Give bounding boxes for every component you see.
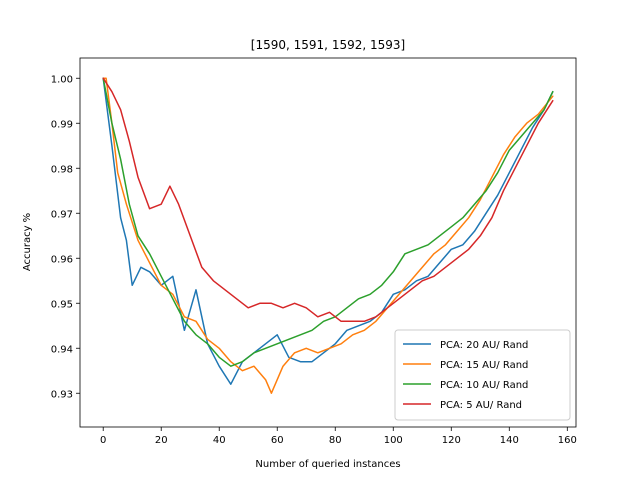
series-line-4 [102,77,554,323]
x-tick-label: 140 [500,435,519,446]
y-tick-label: 0.98 [51,164,73,175]
series-line-3 [102,77,554,367]
x-axis-label: Number of queried instances [255,459,400,470]
x-tick-label: 40 [213,435,226,446]
y-axis-ticks: 0.93 0.94 0.95 0.96 0.97 0.98 0.99 1.00 [51,74,80,400]
y-tick-label: 0.94 [51,344,73,355]
x-tick-label: 80 [329,435,342,446]
chart-title: [1590, 1591, 1592, 1593] [251,38,405,52]
x-tick-label: 0 [100,435,106,446]
x-tick-label: 60 [271,435,284,446]
y-tick-label: 0.95 [51,299,73,310]
y-tick-label: 0.97 [51,209,73,220]
x-tick-label: 160 [558,435,577,446]
plot-area [79,57,577,428]
legend: PCA: 20 AU/ Rand PCA: 15 AU/ Rand PCA: 10 … [394,329,571,421]
legend-label: PCA: 5 AU/ Rand [440,400,522,411]
x-tick-label: 20 [155,435,168,446]
axes-frame [79,57,577,428]
y-axis-label: Accuracy % [22,213,33,271]
series-layer [102,77,554,394]
legend-label: PCA: 10 AU/ Rand [440,380,528,391]
legend-box [394,329,571,421]
x-axis-ticks: 0 20 40 60 80 100 120 140 160 [100,427,577,446]
series-line-2 [102,77,554,394]
x-tick-label: 100 [384,435,403,446]
x-tick-label: 120 [442,435,461,446]
y-tick-label: 1.00 [51,74,73,85]
legend-label: PCA: 20 AU/ Rand [440,340,528,351]
legend-label: PCA: 15 AU/ Rand [440,360,528,371]
y-tick-label: 0.99 [51,119,73,130]
y-tick-label: 0.93 [51,389,73,400]
y-tick-label: 0.96 [51,254,73,265]
